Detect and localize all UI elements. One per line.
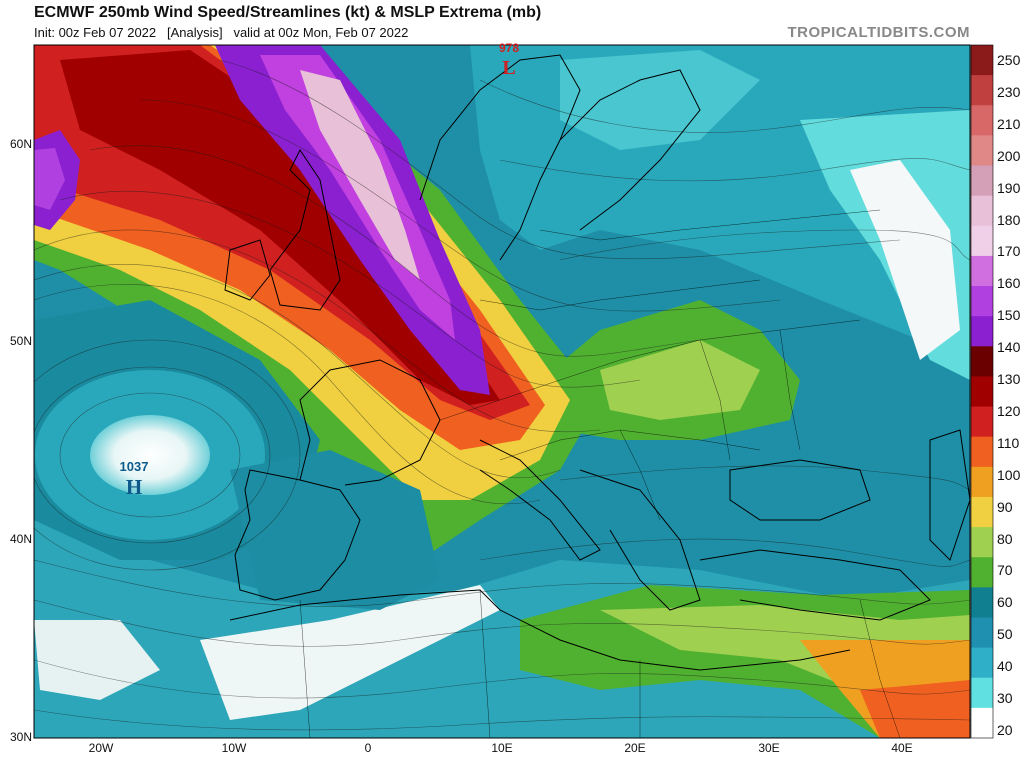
colorbar-swatch [971,255,993,287]
colorbar-swatch [971,436,993,468]
colorbar-swatch [971,105,993,136]
colorbar-label: 50 [997,626,1013,643]
map-title: ECMWF 250mb Wind Speed/Streamlines (kt) … [34,4,542,21]
colorbar-label: 180 [997,211,1021,228]
colorbar-swatch [971,496,993,528]
colorbar-swatch [971,647,993,679]
lon-label-20w: 20W [88,741,114,755]
colorbar-swatch [971,707,993,739]
colorbar-label: 190 [997,179,1021,196]
colorbar-label: 160 [997,275,1021,292]
colorbar-label: 20 [997,722,1013,738]
lon-label-30e: 30E [758,741,780,755]
colorbar-label: 150 [997,307,1021,324]
colorbar-label: 170 [997,243,1021,260]
colorbar-swatch [971,165,993,197]
colorbar-swatch [971,406,993,438]
lon-label-20e: 20E [624,741,646,755]
colorbar-swatch [971,45,993,76]
colorbar [970,44,994,739]
colorbar-label: 70 [997,562,1013,579]
lon-label-40e: 40E [891,741,913,755]
lat-label-60n: 60N [9,137,32,151]
colorbar-label: 210 [997,115,1021,132]
map-field [34,45,970,738]
colorbar-swatch [971,75,993,106]
high-pressure-letter: H [126,475,142,499]
low-pressure-value: 978 [499,41,519,55]
colorbar-label: 30 [997,690,1013,707]
credit-label: TROPICALTIDBITS.COM [787,24,970,41]
lon-label-10w: 10W [221,741,247,755]
low-pressure-letter: L [502,57,515,79]
map-subtitle: Init: 00z Feb 07 2022 [Analysis] valid a… [34,25,409,40]
lat-label-50n: 50N [9,334,32,348]
colorbar-swatch [971,225,993,257]
colorbar-swatch [971,466,993,498]
lon-label-0: 0 [364,741,372,755]
colorbar-swatch [971,376,993,408]
colorbar-swatch [971,316,993,347]
colorbar-label: 200 [997,147,1021,164]
colorbar-label: 90 [997,498,1013,515]
colorbar-swatch [971,135,993,167]
colorbar-frame [970,44,994,739]
colorbar-label: 230 [997,83,1021,100]
colorbar-swatch [971,557,993,588]
colorbar-label: 140 [997,339,1021,356]
map-frame [33,44,971,739]
colorbar-swatch [971,286,993,317]
colorbar-swatch [971,587,993,618]
high-pressure-value: 1037 [120,459,149,474]
colorbar-label: 100 [997,466,1021,483]
lat-label-40n: 40N [9,532,32,546]
colorbar-label: 110 [997,434,1020,451]
lat-label-30n: 30N [9,730,32,744]
colorbar-label: 40 [997,658,1013,675]
colorbar-swatch [971,195,993,227]
colorbar-swatch [971,617,993,649]
colorbar-swatch [971,346,993,377]
colorbar-swatch [971,527,993,558]
colorbar-label: 120 [997,402,1021,419]
lon-label-10e: 10E [491,741,513,755]
colorbar-label: 250 [997,52,1021,68]
colorbar-label: 60 [997,594,1013,611]
colorbar-swatch [971,677,993,709]
colorbar-label: 130 [997,371,1021,388]
colorbar-label: 80 [997,530,1013,547]
